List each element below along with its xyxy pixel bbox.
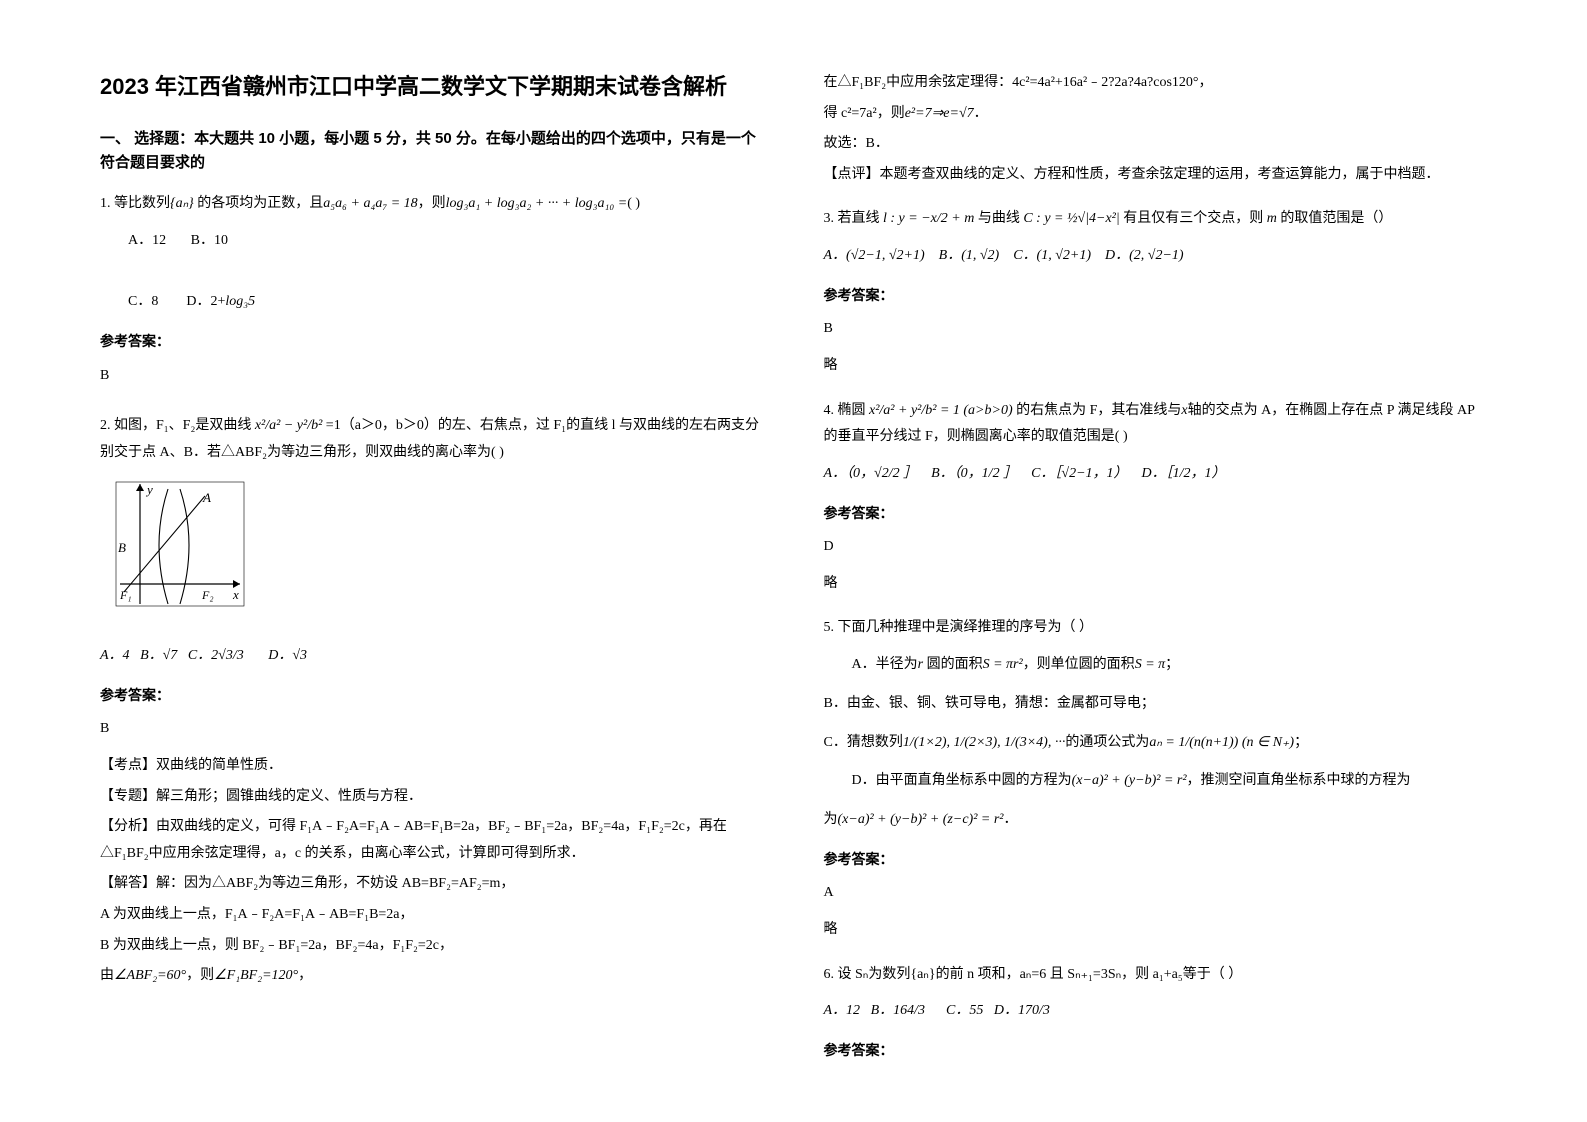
problem-text: 5. 下面几种推理中是演绎推理的序号为（ ） bbox=[824, 615, 1488, 642]
problem-3: 3. 若直线 l : y = −x/2 + m 与曲线 C : y = ½√|4… bbox=[824, 206, 1488, 383]
y-label: y bbox=[145, 482, 153, 497]
math: x²/a² + y²/b² = 1 (a>b>0) bbox=[869, 403, 1013, 418]
text: 有且仅有三个交点，则 bbox=[1123, 211, 1267, 226]
option-c: C．(1, √2+1) bbox=[1013, 248, 1091, 263]
analysis-line: 【考点】双曲线的简单性质． bbox=[100, 753, 764, 780]
option-b: B．(1, √2) bbox=[939, 248, 1000, 263]
F1-label: F₁ bbox=[119, 588, 132, 602]
analysis-line: 【点评】本题考查双曲线的定义、方程和性质，考查余弦定理的运用，考查运算能力，属于… bbox=[824, 162, 1488, 189]
text: 的取值范围是（） bbox=[1277, 211, 1393, 226]
option-b: B．（0，1/2 ］ bbox=[931, 466, 1017, 481]
text: 与曲线 bbox=[978, 211, 1020, 226]
analysis-line: 【专题】解三角形；圆锥曲线的定义、性质与方程． bbox=[100, 784, 764, 811]
option-c: C．2√3/3 bbox=[188, 648, 244, 663]
analysis-line: B 为双曲线上一点，则 BF₂﹣BF₁=2a，BF₂=4a，F₁F₂=2c， bbox=[100, 933, 764, 960]
brief: 略 bbox=[824, 917, 1488, 944]
B-label: B bbox=[118, 540, 126, 555]
answer-label: 参考答案： bbox=[824, 500, 1488, 527]
answer-label: 参考答案： bbox=[100, 682, 764, 709]
right-column: 在△F₁BF₂中应用余弦定理得：4c²=4a²+16a²﹣2?2a?4a?cos… bbox=[824, 70, 1488, 1052]
left-column: 2023 年江西省赣州市江口中学高二数学文下学期期末试卷含解析 一、 选择题：本… bbox=[100, 70, 764, 1052]
option-b: B．√7 bbox=[140, 648, 177, 663]
option-c: C．55 bbox=[946, 1003, 983, 1018]
option-d: D．√3 bbox=[268, 648, 307, 663]
answer-value: B bbox=[100, 716, 764, 743]
x-label: x bbox=[232, 587, 239, 602]
section-heading: 一、 选择题：本大题共 10 小题，每小题 5 分，共 50 分。在每小题给出的… bbox=[100, 127, 764, 175]
option-b: B．164/3 bbox=[871, 1003, 925, 1018]
answer-value: B bbox=[824, 316, 1488, 343]
text: 3. 若直线 bbox=[824, 211, 880, 226]
options: A．4 B．√7 C．2√3/3 D．√3 bbox=[100, 641, 764, 672]
text: 2. 如图，F₁、F₂是双曲线 bbox=[100, 418, 251, 433]
problem-6: 6. 设 Sₙ为数列{aₙ}的前 n 项和，aₙ=6 且 Sₙ₊₁=3Sₙ，则 … bbox=[824, 962, 1488, 1072]
problem-text: 6. 设 Sₙ为数列{aₙ}的前 n 项和，aₙ=6 且 Sₙ₊₁=3Sₙ，则 … bbox=[824, 962, 1488, 989]
math: a₅a₆ + a₄a₇ = 18 bbox=[323, 196, 417, 211]
text: ( ) bbox=[627, 196, 640, 211]
option-a: A．12 bbox=[824, 1003, 861, 1018]
option-a: A．4 bbox=[100, 648, 130, 663]
hyperbola-diagram: y x A B F₁ F₂ bbox=[110, 474, 250, 614]
answer-value: D bbox=[824, 534, 1488, 561]
math: log₃a₁ + log₃a₂ + ··· + log₃a₁₀ = bbox=[446, 196, 628, 211]
option-a: A．（0，√2/2 ］ bbox=[824, 466, 918, 481]
text: 4. 椭圆 bbox=[824, 403, 866, 418]
options: A．12 B．10 C．8 D．2+log₃5 bbox=[100, 226, 764, 318]
math: {aₙ} bbox=[170, 196, 194, 211]
answer-value: A bbox=[824, 880, 1488, 907]
option-d: D．［1/2，1） bbox=[1142, 466, 1226, 481]
analysis-line: 【解答】解：因为△ABF₂为等边三角形，不妨设 AB=BF₂=AF₂=m， bbox=[100, 871, 764, 898]
text: ，则 bbox=[418, 196, 446, 211]
A-label: A bbox=[202, 490, 211, 505]
answer-label: 参考答案： bbox=[824, 1037, 1488, 1064]
analysis-line: 故选：B． bbox=[824, 131, 1488, 158]
option-b: B．10 bbox=[191, 233, 228, 248]
text: 的右焦点为 F，其右准线与 bbox=[1016, 403, 1181, 418]
text: 1. 等比数列 bbox=[100, 196, 170, 211]
options: A．（0，√2/2 ］ B．（0，1/2 ］ C．［√2−1，1） D．［1/2… bbox=[824, 459, 1488, 490]
analysis-line: 【分析】由双曲线的定义，可得 F₁A﹣F₂A=F₁A﹣AB=F₁B=2a，BF₂… bbox=[100, 814, 764, 867]
problem-1: 1. 等比数列{aₙ} 的各项均为正数，且a₅a₆ + a₄a₇ = 18，则l… bbox=[100, 191, 764, 399]
problem-text: 4. 椭圆 x²/a² + y²/b² = 1 (a>b>0) 的右焦点为 F，… bbox=[824, 398, 1488, 451]
math: x²/a² − y²/b² bbox=[255, 418, 322, 433]
options: A．12 B．164/3 C．55 D．170/3 bbox=[824, 996, 1488, 1027]
analysis-line: 得 c²=7a²，则e²=7⇒e=√7． bbox=[824, 101, 1488, 128]
problem-text: 2. 如图，F₁、F₂是双曲线 x²/a² − y²/b² =1（a＞0，b＞0… bbox=[100, 413, 764, 466]
problem-4: 4. 椭圆 x²/a² + y²/b² = 1 (a>b>0) 的右焦点为 F，… bbox=[824, 398, 1488, 602]
option-d: D．由平面直角坐标系中圆的方程为(x−a)² + (y−b)² = r²，推测空… bbox=[824, 766, 1488, 797]
option-a: A．(√2−1, √2+1) bbox=[824, 248, 925, 263]
problem-2: 2. 如图，F₁、F₂是双曲线 x²/a² − y²/b² =1（a＞0，b＞0… bbox=[100, 413, 764, 994]
answer-label: 参考答案： bbox=[824, 846, 1488, 873]
option-a: A．半径为r 圆的面积S = πr²，则单位圆的面积S = π； bbox=[852, 650, 1488, 681]
brief: 略 bbox=[824, 571, 1488, 598]
answer-label: 参考答案： bbox=[824, 282, 1488, 309]
analysis-line: 在△F₁BF₂中应用余弦定理得：4c²=4a²+16a²﹣2?2a?4a?cos… bbox=[824, 70, 1488, 97]
options: A．半径为r 圆的面积S = πr²，则单位圆的面积S = π； bbox=[824, 650, 1488, 681]
F2-label: F₂ bbox=[201, 588, 214, 602]
option-c: C．8 bbox=[128, 294, 158, 309]
math: C : y = ½√|4−x²| bbox=[1023, 211, 1119, 226]
answer-value: B bbox=[100, 363, 764, 390]
analysis-line: 由∠ABF₂=60°，则∠F₁BF₂=120°， bbox=[100, 963, 764, 990]
problem-2-cont: 在△F₁BF₂中应用余弦定理得：4c²=4a²+16a²﹣2?2a?4a?cos… bbox=[824, 70, 1488, 192]
options: A．(√2−1, √2+1) B．(1, √2) C．(1, √2+1) D．(… bbox=[824, 241, 1488, 272]
option-d: D．170/3 bbox=[994, 1003, 1050, 1018]
option-c: C．［√2−1，1） bbox=[1031, 466, 1127, 481]
brief: 略 bbox=[824, 353, 1488, 380]
math: l : y = −x/2 + m bbox=[883, 211, 974, 226]
math: m bbox=[1267, 211, 1277, 226]
text: 的各项均为正数，且 bbox=[194, 196, 324, 211]
option-d-cont: 为(x−a)² + (y−b)² + (z−c)² = r²． bbox=[824, 805, 1488, 836]
problem-text: 3. 若直线 l : y = −x/2 + m 与曲线 C : y = ½√|4… bbox=[824, 206, 1488, 233]
answer-label: 参考答案： bbox=[100, 328, 764, 355]
option-b: B．由金、银、铜、铁可导电，猜想：金属都可导电； bbox=[824, 689, 1488, 720]
problem-5: 5. 下面几种推理中是演绎推理的序号为（ ） A．半径为r 圆的面积S = πr… bbox=[824, 615, 1488, 947]
option-c: C．猜想数列1/(1×2), 1/(2×3), 1/(3×4), ···的通项公… bbox=[824, 728, 1488, 759]
option-d: D．(2, √2−1) bbox=[1105, 248, 1184, 263]
option-a: A．12 bbox=[128, 233, 166, 248]
page-title: 2023 年江西省赣州市江口中学高二数学文下学期期末试卷含解析 bbox=[100, 70, 764, 103]
option-d: D．2+log₃5 bbox=[186, 294, 255, 309]
problem-text: 1. 等比数列{aₙ} 的各项均为正数，且a₅a₆ + a₄a₇ = 18，则l… bbox=[100, 191, 764, 218]
analysis-line: A 为双曲线上一点，F₁A﹣F₂A=F₁A﹣AB=F₁B=2a， bbox=[100, 902, 764, 929]
